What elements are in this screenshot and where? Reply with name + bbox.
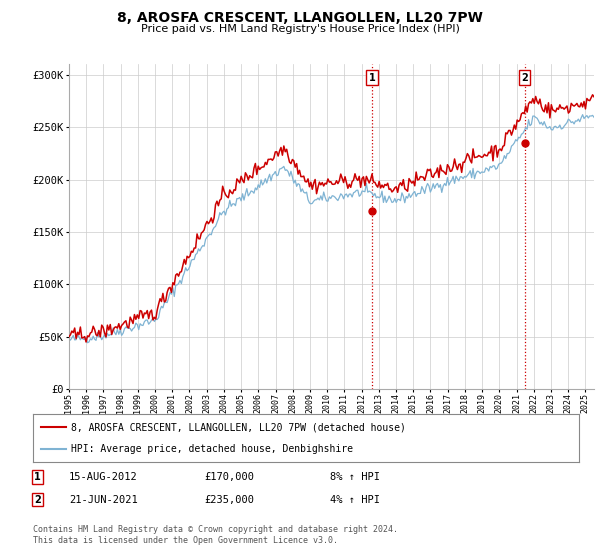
- Text: Contains HM Land Registry data © Crown copyright and database right 2024.
This d: Contains HM Land Registry data © Crown c…: [33, 525, 398, 545]
- Text: £170,000: £170,000: [204, 472, 254, 482]
- Text: 8, AROSFA CRESCENT, LLANGOLLEN, LL20 7PW: 8, AROSFA CRESCENT, LLANGOLLEN, LL20 7PW: [117, 11, 483, 25]
- Text: 8, AROSFA CRESCENT, LLANGOLLEN, LL20 7PW (detached house): 8, AROSFA CRESCENT, LLANGOLLEN, LL20 7PW…: [71, 422, 406, 432]
- Text: 1: 1: [369, 72, 376, 82]
- Text: 4% ↑ HPI: 4% ↑ HPI: [330, 494, 380, 505]
- Text: 8% ↑ HPI: 8% ↑ HPI: [330, 472, 380, 482]
- Text: 21-JUN-2021: 21-JUN-2021: [69, 494, 138, 505]
- Text: HPI: Average price, detached house, Denbighshire: HPI: Average price, detached house, Denb…: [71, 444, 353, 454]
- Text: 15-AUG-2012: 15-AUG-2012: [69, 472, 138, 482]
- Text: Price paid vs. HM Land Registry's House Price Index (HPI): Price paid vs. HM Land Registry's House …: [140, 24, 460, 34]
- Text: £235,000: £235,000: [204, 494, 254, 505]
- Text: 1: 1: [34, 472, 41, 482]
- Text: 2: 2: [34, 494, 41, 505]
- Text: 2: 2: [521, 72, 528, 82]
